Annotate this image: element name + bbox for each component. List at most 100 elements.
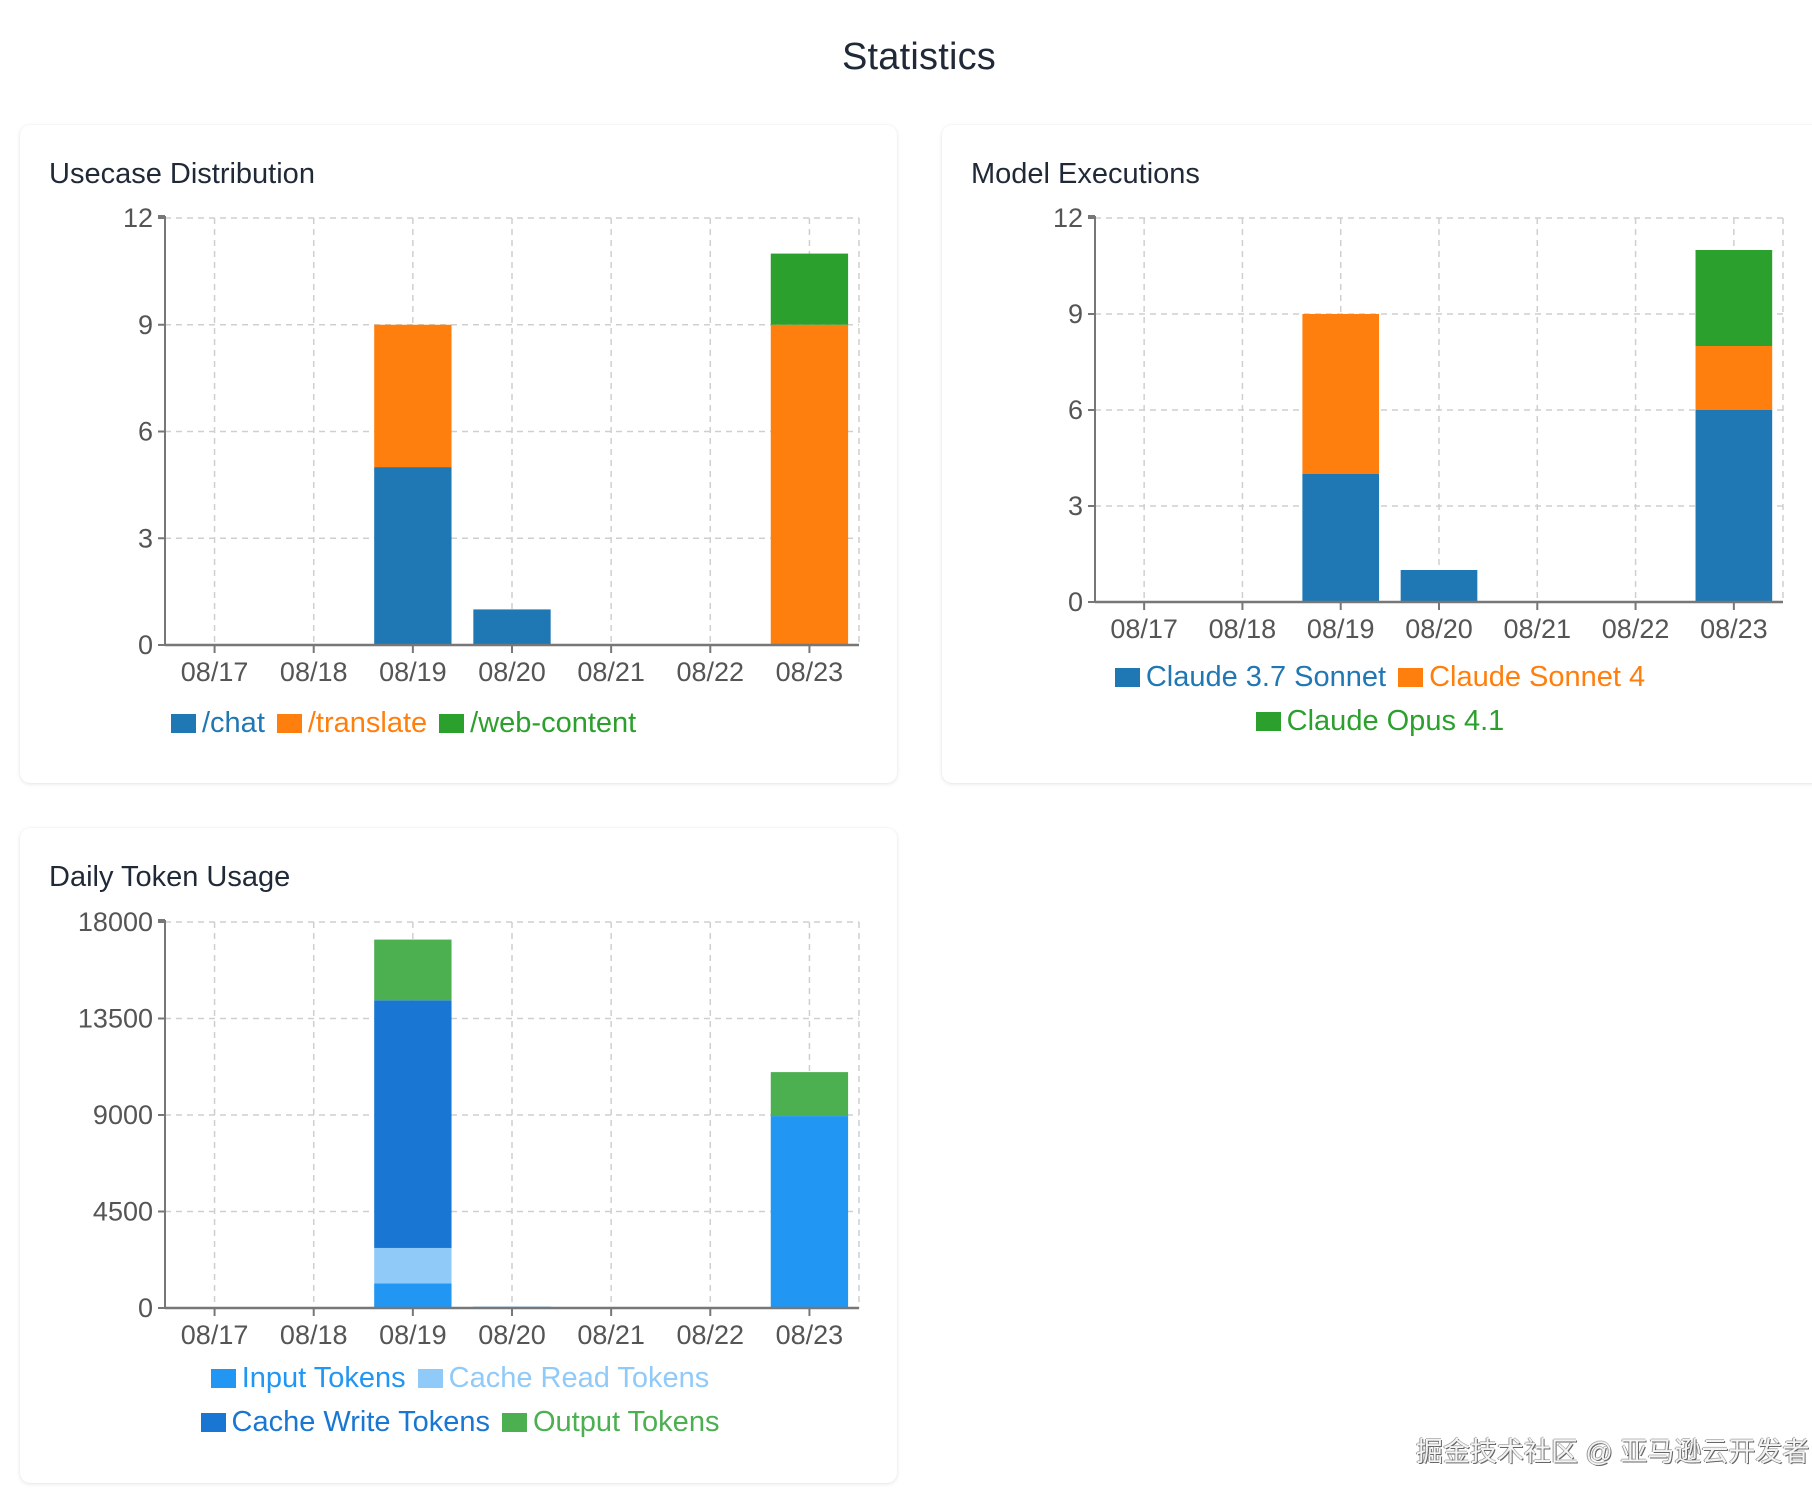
- x-tick-label: 08/17: [181, 1320, 249, 1350]
- y-tick-label: 9000: [93, 1100, 153, 1130]
- legend-item[interactable]: Output Tokens: [501, 1406, 720, 1439]
- x-tick-label: 08/19: [379, 657, 447, 687]
- page-title: Statistics: [841, 36, 997, 78]
- legend-swatch: [501, 1413, 527, 1432]
- grid: [165, 921, 860, 1308]
- bar-segment: [473, 609, 551, 645]
- legend-swatch: [1255, 712, 1281, 731]
- y-tick-label: 6: [138, 417, 153, 447]
- legend-swatch: [417, 1369, 443, 1388]
- x-tick-label: 08/19: [1307, 614, 1375, 644]
- grid: [1095, 217, 1784, 602]
- legend-item[interactable]: Claude Sonnet 4: [1398, 661, 1645, 694]
- x-tick-label: 08/23: [776, 657, 844, 687]
- watermark: 掘金技术社区 @ 亚马逊云开发者: [1416, 1437, 1810, 1467]
- x-tick-label: 08/21: [1503, 614, 1571, 644]
- legend-swatch: [200, 1413, 226, 1432]
- bar-segment: [1400, 570, 1478, 602]
- y-tick-label: 4500: [93, 1197, 153, 1227]
- daily-token-usage-chart: 0 4500 9000 13500 18000 08/17 08/18 08/19 08/20 0…: [78, 907, 860, 1350]
- y-tick-label: 18000: [78, 907, 153, 937]
- x-tick-label: 08/20: [478, 1320, 546, 1350]
- x-tick-label: 08/19: [379, 1320, 447, 1350]
- bar-segment: [770, 253, 849, 325]
- x-tick-label: 08/20: [1405, 614, 1473, 644]
- legend-item[interactable]: /web-content: [439, 707, 636, 740]
- y-tick-label: 9: [138, 310, 153, 340]
- y-tick-label: 12: [123, 203, 153, 233]
- bar-segment: [374, 467, 452, 645]
- y-tick-label: 3: [1068, 491, 1083, 521]
- legend-label: Claude 3.7 Sonnet: [1145, 661, 1387, 693]
- bar-segment: [374, 1283, 452, 1308]
- x-tick-label: 08/18: [280, 657, 348, 687]
- bar-segment: [1302, 314, 1380, 474]
- legend-swatch: [439, 714, 465, 733]
- y-tick-label: 0: [1068, 587, 1083, 617]
- x-tick-label: 08/21: [577, 657, 645, 687]
- legend-swatch: [171, 714, 196, 733]
- y-tick-label: 13500: [78, 1004, 153, 1034]
- x-tick-label: 08/21: [577, 1320, 645, 1350]
- x-tick-label: 08/23: [776, 1320, 844, 1350]
- model-executions-card: Model Executions 0 3 6 9 12 08/17 08/18 08/19 08…: [942, 125, 1812, 783]
- grid: [165, 217, 860, 645]
- y-tick-label: 12: [1053, 203, 1083, 233]
- x-tick-label: 08/18: [280, 1320, 348, 1350]
- card-title: Usecase Distribution: [49, 158, 315, 190]
- x-tick-label: 08/23: [1700, 614, 1768, 644]
- bar-segment: [374, 324, 452, 468]
- legend-label: Output Tokens: [532, 1406, 720, 1438]
- legend-label: Cache Read Tokens: [448, 1362, 710, 1394]
- bar-segment: [770, 1116, 849, 1308]
- x-tick-label: 08/22: [676, 657, 744, 687]
- x-tick-label: 08/20: [478, 657, 546, 687]
- x-tick-label: 08/18: [1209, 614, 1277, 644]
- x-tick-label: 08/17: [181, 657, 249, 687]
- x-tick-label: 08/22: [1602, 614, 1670, 644]
- legend-item[interactable]: /chat: [171, 707, 265, 740]
- bar-segment: [1695, 410, 1773, 602]
- legend-item[interactable]: Input Tokens: [210, 1362, 406, 1395]
- model-executions-chart: 0 3 6 9 12 08/17 08/18 08/19 08/20 08/21 08/22 08/2…: [1053, 203, 1784, 644]
- chart-legend: Input Tokens Cache Read Tokens Cache Writ…: [160, 1362, 760, 1450]
- legend-swatch: [210, 1369, 236, 1388]
- bar-segment: [770, 1072, 849, 1117]
- bar-segment: [770, 324, 849, 645]
- card-title: Daily Token Usage: [49, 861, 291, 893]
- legend-swatch: [276, 714, 302, 733]
- y-tick-label: 0: [138, 1293, 153, 1323]
- legend-label: /chat: [202, 707, 265, 739]
- legend-item[interactable]: /translate: [276, 707, 428, 740]
- usecase-distribution-card: Usecase Distribution 0 3 6 9 12 08/17 08/18 08/…: [20, 125, 897, 783]
- legend-label: Input Tokens: [241, 1362, 406, 1394]
- legend-label: Claude Sonnet 4: [1429, 661, 1646, 693]
- legend-label: /translate: [307, 707, 428, 739]
- x-tick-label: 08/17: [1110, 614, 1178, 644]
- bar-segment: [374, 939, 452, 1001]
- bar-segment: [1302, 474, 1380, 602]
- bar-segment: [1695, 250, 1773, 346]
- y-tick-label: 9: [1068, 299, 1083, 329]
- bar-segment: [374, 1247, 452, 1284]
- legend-swatch: [1398, 668, 1424, 687]
- legend-item[interactable]: Cache Write Tokens: [200, 1406, 490, 1439]
- y-tick-label: 6: [1068, 395, 1083, 425]
- legend-label: Cache Write Tokens: [231, 1406, 490, 1438]
- legend-swatch: [1114, 668, 1140, 687]
- x-tick-label: 08/22: [676, 1320, 744, 1350]
- y-tick-label: 3: [138, 523, 153, 553]
- chart-legend: /chat/translate/web-content: [165, 707, 765, 751]
- legend-item[interactable]: Claude Opus 4.1: [1255, 705, 1505, 738]
- usecase-distribution-chart: 0 3 6 9 12 08/17 08/18 08/19 08/20 08/21 08/22 08/2…: [123, 203, 860, 687]
- legend-item[interactable]: Cache Read Tokens: [417, 1362, 710, 1395]
- legend-label: /web-content: [470, 707, 637, 739]
- daily-token-usage-card: Daily Token Usage 0 4500 9000 13500 18000 08/…: [20, 828, 897, 1483]
- chart-legend: Claude 3.7 Sonnet Claude Sonnet 4 Claude …: [1080, 661, 1680, 749]
- bar-segment: [374, 1000, 452, 1248]
- y-tick-label: 0: [138, 630, 153, 660]
- legend-item[interactable]: Claude 3.7 Sonnet: [1114, 661, 1387, 694]
- card-title: Model Executions: [971, 158, 1200, 190]
- bar-segment: [1695, 346, 1773, 410]
- legend-label: Claude Opus 4.1: [1286, 705, 1505, 737]
